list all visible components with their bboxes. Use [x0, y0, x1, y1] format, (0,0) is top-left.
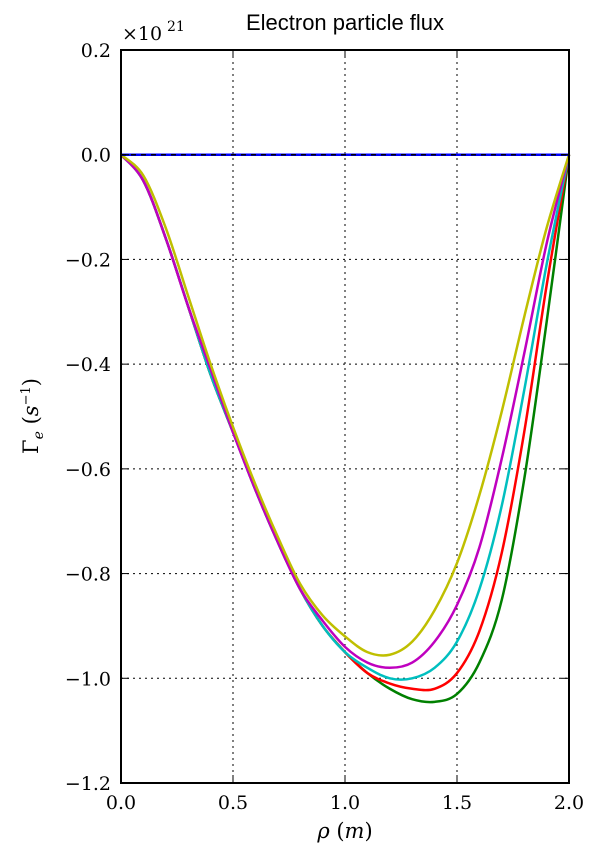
x-tick-label: 2.0	[554, 792, 584, 814]
x-tick-label: 0.5	[218, 792, 248, 814]
x-axis-ticks: 0.0 0.5 1.0 1.5 2.0	[106, 50, 584, 814]
x-axis-label: ρ (m)	[316, 819, 372, 843]
y-axis-label: Γe (s−1)	[19, 378, 47, 454]
series-line	[120, 153, 571, 657]
x-tick-label: 0.0	[106, 792, 136, 814]
y-scale-multiplier: ×10	[122, 23, 162, 45]
y-tick-label: −0.4	[65, 354, 111, 376]
x-tick-label: 1.0	[330, 792, 360, 814]
x-tick-label: 1.5	[442, 792, 472, 814]
series-layer	[120, 153, 571, 704]
y-axis-ticks: 0.2 0.0 −0.2 −0.4 −0.6 −0.8 −1.0 −1.2	[65, 40, 569, 795]
series-line	[120, 153, 571, 670]
y-scale-exponent: 21	[167, 19, 185, 35]
y-scale-label: ×10 21	[122, 19, 185, 45]
y-tick-label: −1.0	[65, 668, 111, 690]
y-tick-label: −1.2	[65, 773, 111, 795]
x-axis-label-text: ρ (m)	[316, 819, 372, 843]
y-axis-label-text: Γe (s−1)	[19, 378, 47, 454]
y-tick-label: −0.6	[65, 459, 111, 481]
y-tick-label: −0.2	[65, 249, 111, 271]
y-tick-label: 0.0	[81, 145, 111, 167]
y-tick-label: −0.8	[65, 564, 111, 586]
y-tick-label: 0.2	[81, 40, 111, 62]
chart-title: Electron particle flux	[246, 10, 444, 35]
grid-lines	[121, 50, 569, 783]
